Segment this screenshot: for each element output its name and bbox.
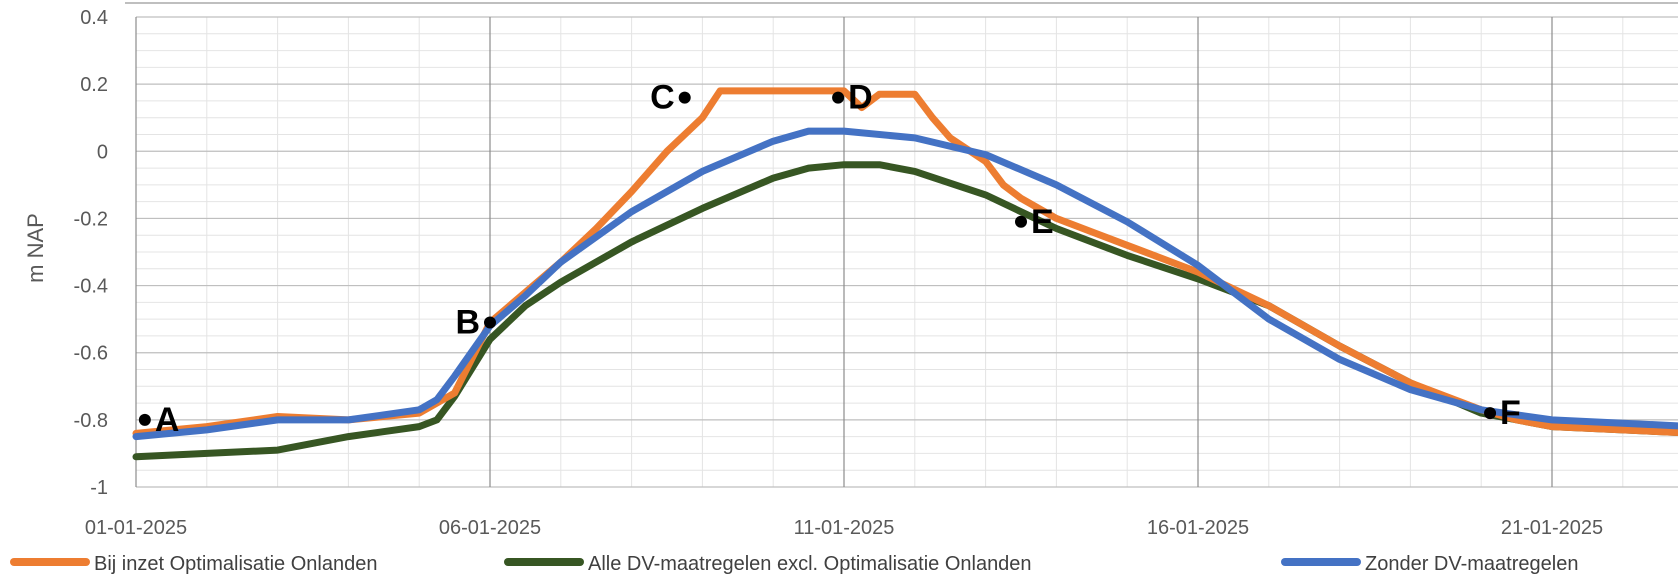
annotation-dot-e	[1015, 215, 1027, 228]
x-axis: 01-01-2025 06-01-2025 11-01-2025 16-01-2025…	[85, 517, 1603, 539]
y-tick-label: -0.6	[74, 343, 108, 365]
series-layer	[132, 87, 1678, 461]
annotation-dot-b	[484, 316, 496, 329]
x-tick-label: 21-01-2025	[1501, 517, 1603, 539]
legend-label-1: Bij inzet Optimalisatie Onlanden	[94, 553, 377, 575]
y-tick-label: -0.2	[74, 208, 108, 230]
series-line-2	[132, 161, 1678, 461]
annotation-label-b: B	[455, 304, 480, 342]
legend: Bij inzet Optimalisatie Onlanden Alle DV-…	[10, 553, 1578, 575]
y-tick-label: -1	[90, 477, 108, 499]
annotation-dot-f	[1484, 407, 1497, 420]
series-line-1	[132, 87, 1678, 437]
annotation-label-e: E	[1031, 203, 1054, 241]
x-tick-label: 11-01-2025	[794, 517, 895, 539]
y-tick-label: -0.8	[74, 410, 108, 432]
point-annotations: A B C D E F	[138, 79, 1521, 439]
y-tick-label: -0.4	[74, 276, 108, 298]
y-tick-label: 0.2	[80, 74, 108, 96]
y-tick-label: 0.4	[80, 7, 108, 29]
annotation-dot-d	[832, 91, 845, 104]
y-axis-title: m NAP	[23, 213, 48, 283]
y-tick-label: 0	[97, 141, 108, 163]
legend-label-2: Alle DV-maatregelen excl. Optimalisatie …	[588, 553, 1032, 575]
series-line-3	[132, 127, 1678, 441]
x-tick-label: 16-01-2025	[1147, 517, 1249, 539]
annotation-dot-a	[138, 413, 151, 426]
y-axis: 0.4 0.2 0 -0.2 -0.4 -0.6 -0.8 -1	[74, 7, 108, 499]
annotation-label-c: C	[650, 79, 675, 117]
legend-label-3: Zonder DV-maatregelen	[1365, 553, 1578, 575]
x-tick-label: 01-01-2025	[85, 517, 187, 539]
major-gridlines	[135, 16, 1678, 488]
annotation-label-a: A	[155, 401, 180, 439]
annotation-dot-c	[678, 91, 691, 104]
annotation-label-d: D	[848, 79, 873, 117]
annotation-label-f: F	[1500, 394, 1521, 432]
x-tick-label: 06-01-2025	[439, 517, 541, 539]
